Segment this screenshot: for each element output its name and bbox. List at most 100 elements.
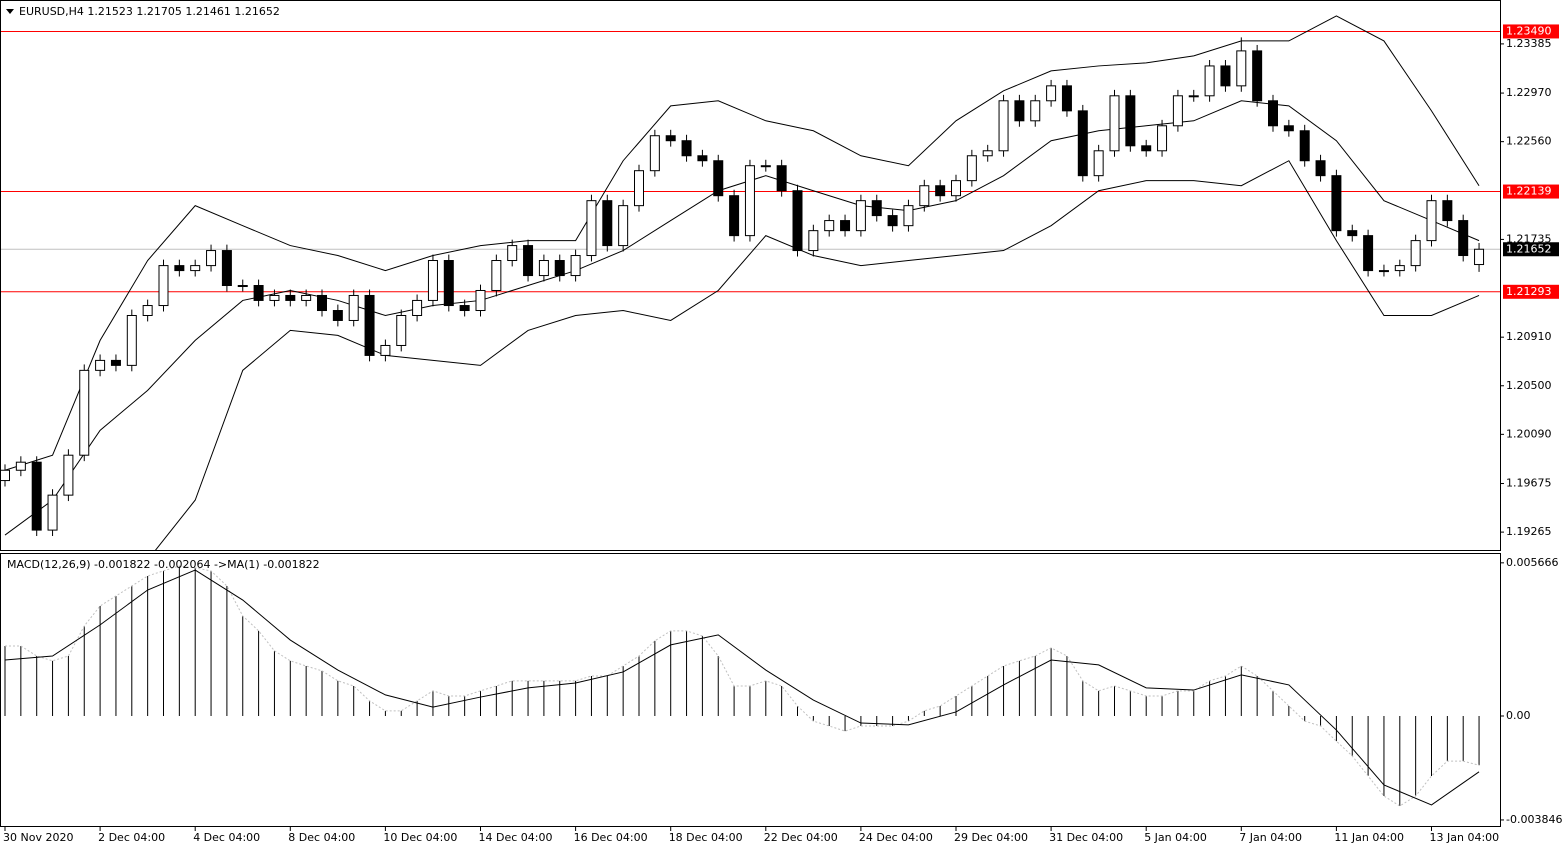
candle-body — [713, 160, 724, 197]
level-label-bg — [1503, 242, 1559, 257]
candle-body — [618, 205, 629, 247]
candle-body — [1188, 95, 1199, 98]
x-tick-label: 31 Dec 04:00 — [1049, 831, 1123, 844]
x-tick-label: 11 Jan 04:00 — [1334, 831, 1404, 844]
x-tick-label: 4 Dec 04:00 — [193, 831, 260, 844]
candle-body — [760, 165, 771, 168]
candle-body — [840, 220, 851, 232]
candle-body — [1030, 100, 1041, 122]
price-pane — [0, 0, 1501, 551]
candle-body — [744, 165, 755, 237]
candle-body — [1268, 100, 1278, 127]
y-tick-label: 1.19265 — [1506, 525, 1552, 538]
candle-body — [634, 170, 644, 207]
candle-body — [63, 454, 74, 496]
level-label-bg — [1503, 24, 1559, 39]
level-label: 1.23490 — [1506, 24, 1552, 37]
indicator-line — [4, 569, 1480, 806]
candle-body — [142, 305, 153, 316]
candle-body — [1363, 235, 1374, 272]
candle-body — [1109, 95, 1120, 152]
candle-body — [1394, 265, 1405, 272]
y-tick-label: 1.23385 — [1506, 37, 1552, 50]
candle-body — [729, 195, 740, 237]
candle-body — [966, 155, 977, 182]
indicator-line — [4, 100, 1480, 536]
candle-body — [776, 165, 787, 192]
candle-body — [301, 294, 312, 301]
candle-body — [475, 289, 486, 312]
candle-body — [665, 135, 676, 142]
candle-body — [919, 185, 930, 207]
candle-body — [1474, 248, 1485, 266]
candle-body — [1141, 145, 1152, 152]
macd-plot — [4, 565, 1480, 807]
candle-body — [1077, 110, 1088, 177]
candle-body — [697, 155, 708, 162]
y-tick-label: 1.20910 — [1506, 330, 1552, 343]
candle-body — [190, 265, 201, 272]
candle-body — [1157, 125, 1168, 152]
candle-body — [1061, 85, 1072, 112]
candle-body — [491, 260, 502, 291]
candle-body — [95, 359, 106, 371]
x-tick-label: 16 Dec 04:00 — [574, 831, 648, 844]
y-tick-label: 1.22560 — [1506, 135, 1552, 148]
indicator-line — [4, 15, 1480, 471]
x-tick-label: 24 Dec 04:00 — [859, 831, 933, 844]
candle-body — [206, 250, 217, 267]
candle-body — [824, 220, 835, 232]
y-tick-label: 1.20090 — [1506, 427, 1552, 440]
x-tick-label: 10 Dec 04:00 — [383, 831, 457, 844]
candle-body — [538, 260, 549, 277]
candle-body — [935, 185, 946, 197]
candle-body — [523, 245, 534, 277]
candle-body — [1426, 200, 1437, 242]
candle-body — [1093, 150, 1104, 177]
candle-body — [998, 100, 1009, 152]
candle-body — [1252, 50, 1263, 102]
level-label: 1.21652 — [1506, 242, 1552, 255]
candle-body — [887, 215, 898, 227]
candle-body — [174, 265, 185, 272]
macd-title: MACD(12,26,9) -0.001822 -0.002064 ->MA(1… — [7, 558, 320, 571]
candle-body — [554, 260, 565, 277]
x-tick-label: 13 Jan 04:00 — [1430, 831, 1500, 844]
y-tick-label: 1.20500 — [1506, 379, 1552, 392]
candle-body — [412, 299, 423, 316]
candle-body — [1347, 230, 1358, 237]
x-tick-label: 18 Dec 04:00 — [669, 831, 743, 844]
menu-arrow[interactable] — [6, 9, 14, 14]
candle-body — [427, 260, 438, 301]
candle-body — [1220, 65, 1231, 87]
indicator-line — [154, 160, 1480, 550]
level-label: 1.21293 — [1506, 285, 1552, 298]
candle-body — [1378, 270, 1389, 273]
candle-body — [903, 205, 914, 227]
candle-body — [586, 200, 597, 257]
candle-body — [332, 310, 343, 321]
candle-body — [459, 305, 470, 312]
x-tick-label: 2 Dec 04:00 — [98, 831, 165, 844]
candle-body — [1410, 240, 1421, 267]
candle-body — [1125, 95, 1136, 147]
candle-body — [855, 200, 866, 232]
axes: 1.23385 1.22970 1.22560 1.21735 1.20910 1.205… — [3, 24, 1562, 844]
x-tick-label: 22 Dec 04:00 — [764, 831, 838, 844]
x-tick-label: 29 Dec 04:00 — [954, 831, 1028, 844]
candle-body — [649, 135, 660, 172]
candle-body — [158, 265, 169, 307]
macd-ma-line — [5, 565, 1480, 807]
x-tick-label: 14 Dec 04:00 — [479, 831, 553, 844]
candle-body — [31, 461, 42, 531]
candle-body — [221, 250, 232, 287]
candle-body — [317, 294, 327, 312]
candle-body — [269, 294, 280, 301]
candle-body — [348, 294, 359, 321]
candle-body — [1204, 65, 1215, 97]
x-tick-label: 5 Jan 04:00 — [1144, 831, 1207, 844]
level-label: 1.22139 — [1506, 185, 1552, 198]
candle-body — [443, 260, 454, 307]
candle-body — [237, 285, 248, 288]
